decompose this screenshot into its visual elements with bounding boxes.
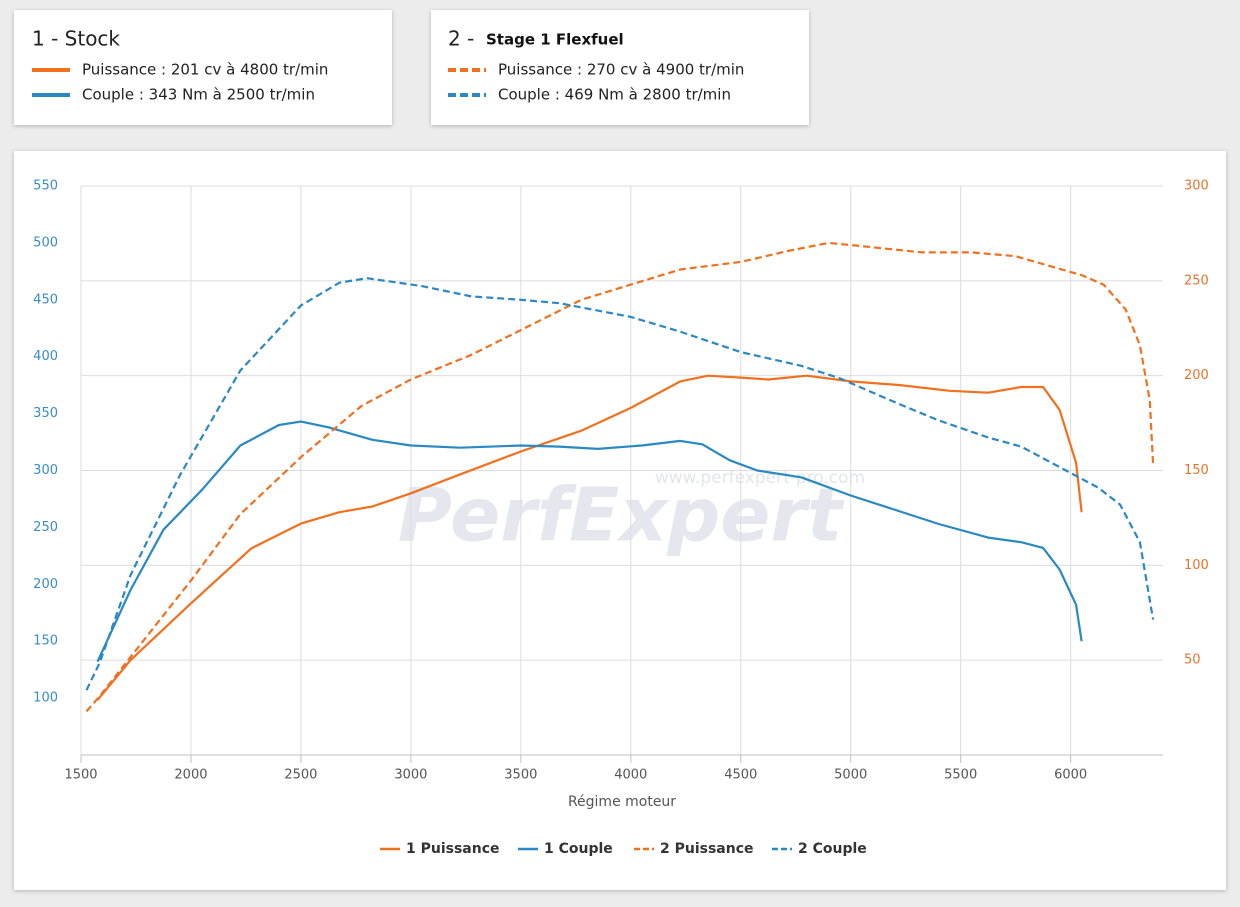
x-tick-label: 5000 xyxy=(834,768,867,783)
x-tick-label: 5500 xyxy=(944,768,977,783)
y-tick-label: 350 xyxy=(33,406,58,421)
y-tick-label: 400 xyxy=(33,349,58,364)
y-tick-label: 250 xyxy=(33,520,58,535)
chart-panel xyxy=(14,151,1226,890)
x-tick-label: 3500 xyxy=(504,768,537,783)
y-tick-label: 450 xyxy=(33,292,58,307)
watermark-brand: PerfExpert xyxy=(398,473,845,559)
x-tick-label: 2500 xyxy=(284,768,317,783)
y-tick-label: 150 xyxy=(33,634,58,649)
series-line xyxy=(85,277,1155,691)
card xyxy=(14,10,392,125)
series-line xyxy=(96,420,1083,663)
x-axis-title: Régime moteur xyxy=(568,794,676,810)
card-title: 1 - Stock xyxy=(32,27,120,51)
y2-tick-label: 200 xyxy=(1184,368,1209,383)
x-tick-label: 4500 xyxy=(724,768,757,783)
series-line xyxy=(85,241,1155,713)
y2-tick-label: 100 xyxy=(1184,558,1209,573)
y-tick-label: 500 xyxy=(33,235,58,250)
x-tick-label: 1500 xyxy=(64,768,97,783)
y-tick-label: 100 xyxy=(33,691,58,706)
y-tick-label: 200 xyxy=(33,577,58,592)
card-item: Couple : 469 Nm à 2800 tr/min xyxy=(498,86,731,104)
y-tick-label: 550 xyxy=(33,179,58,194)
watermark-url: www.perfexpert-pro.com xyxy=(655,468,865,488)
y2-tick-label: 300 xyxy=(1184,179,1209,194)
legend-label: 2 Puissance xyxy=(660,841,754,857)
legend-label: 1 Couple xyxy=(544,841,613,857)
y-tick-label: 300 xyxy=(33,463,58,478)
card-subtitle: Stage 1 Flexfuel xyxy=(486,31,624,49)
legend-label: 1 Puissance xyxy=(406,841,500,857)
series-line xyxy=(96,374,1083,701)
x-tick-label: 3000 xyxy=(394,768,427,783)
legend-label: 2 Couple xyxy=(798,841,867,857)
y2-tick-label: 150 xyxy=(1184,463,1209,478)
card-item: Couple : 343 Nm à 2500 tr/min xyxy=(82,86,315,104)
y2-tick-label: 50 xyxy=(1184,653,1201,668)
x-tick-label: 4000 xyxy=(614,768,647,783)
x-tick-label: 6000 xyxy=(1054,768,1087,783)
plot: 50 100 150 200 250 300 1500 2000 2500 3000 3500 400… xyxy=(33,179,1209,858)
card-item: Puissance : 201 cv à 4800 tr/min xyxy=(82,61,328,79)
card xyxy=(431,10,809,125)
x-tick-label: 2000 xyxy=(174,768,207,783)
y2-tick-label: 250 xyxy=(1184,273,1209,288)
card-item: Puissance : 270 cv à 4900 tr/min xyxy=(498,61,744,79)
card-title: 2 - xyxy=(448,27,474,51)
